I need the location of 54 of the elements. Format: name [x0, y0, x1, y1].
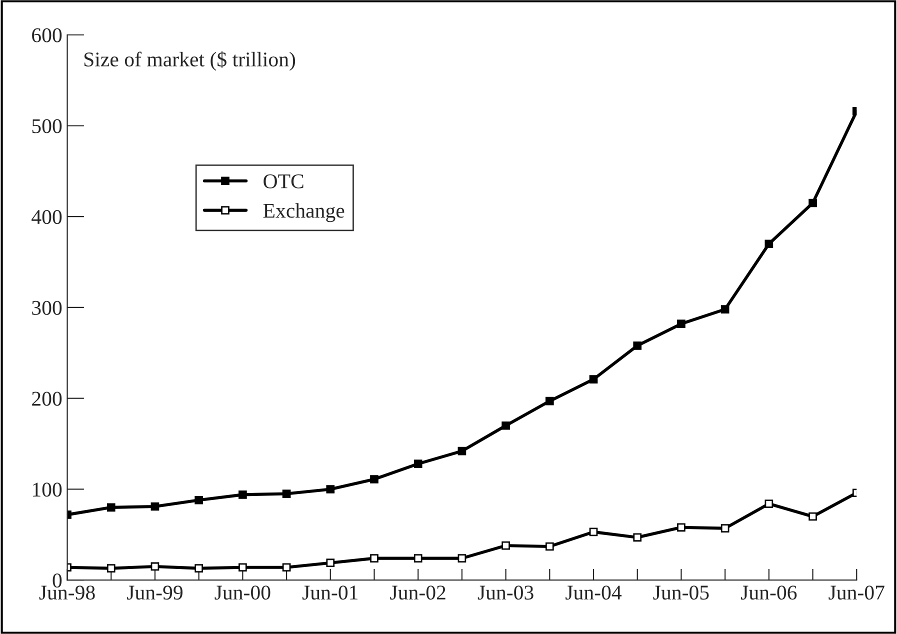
point — [589, 528, 598, 536]
y-tick-label: 0 — [52, 573, 62, 588]
point — [150, 562, 160, 571]
x-tick-label: Jun-05 — [653, 586, 709, 600]
point — [106, 564, 116, 572]
x-tick-label: Jun-04 — [566, 586, 622, 600]
legend-label: OTC — [264, 174, 304, 188]
point — [545, 396, 554, 406]
legend-label: Exchange — [263, 203, 344, 222]
point — [194, 496, 203, 504]
point — [414, 554, 422, 562]
point — [764, 240, 774, 248]
point — [194, 564, 203, 572]
point — [545, 542, 554, 551]
point — [720, 305, 730, 314]
y-tick-label: 100 — [32, 482, 62, 497]
point — [326, 485, 335, 494]
point — [458, 554, 466, 562]
point — [370, 554, 378, 562]
x-tick-label: Jun-99 — [127, 586, 182, 600]
point — [633, 533, 642, 542]
y-tick-label: 500 — [32, 119, 62, 134]
point — [150, 502, 160, 511]
point — [282, 490, 291, 498]
y-tick-label: 300 — [32, 300, 62, 315]
point — [326, 558, 335, 568]
point — [677, 523, 686, 532]
point — [282, 563, 291, 572]
y-tick-label: 400 — [32, 210, 62, 224]
x-tick-label: Jun-07 — [828, 586, 884, 600]
y-axis-title: Size of market ($ trillion) — [84, 51, 296, 71]
x-tick-label: Jun-03 — [478, 586, 534, 600]
point — [589, 375, 598, 384]
point — [502, 421, 510, 430]
point — [458, 446, 466, 456]
x-tick-label: Jun-01 — [302, 586, 358, 600]
point — [414, 460, 422, 468]
point — [502, 541, 510, 550]
point — [720, 524, 730, 532]
x-tick-label: Jun-98 — [39, 586, 95, 600]
point — [370, 475, 378, 484]
x-tick-label: Jun-02 — [390, 586, 446, 600]
point — [808, 512, 817, 521]
y-tick-label: 600 — [32, 28, 62, 42]
point — [238, 490, 247, 499]
point — [106, 503, 116, 512]
point — [633, 341, 642, 350]
point — [677, 320, 686, 328]
point — [808, 198, 817, 208]
x-tick-label: Jun-06 — [741, 586, 797, 600]
point — [764, 500, 774, 508]
point — [238, 563, 247, 572]
y-tick-label: 200 — [32, 392, 62, 406]
x-tick-label: Jun-00 — [214, 586, 270, 600]
